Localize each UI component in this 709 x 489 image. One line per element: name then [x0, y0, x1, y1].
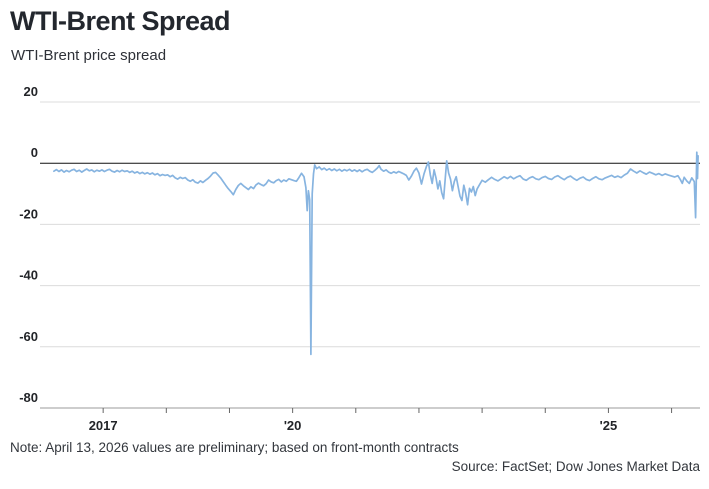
chart-note: Note: April 13, 2026 values are prelimin… [10, 440, 459, 455]
x-tick-label: '25 [600, 418, 618, 433]
y-tick-label: -40 [19, 268, 38, 283]
x-tick-label: 2017 [89, 418, 118, 433]
chart-source: Source: FactSet; Dow Jones Market Data [451, 459, 700, 474]
page-title: WTI-Brent Spread [10, 6, 231, 36]
y-tick-label: -20 [19, 206, 38, 221]
spread-line-series [53, 151, 699, 356]
y-tick-label: 20 [24, 84, 38, 99]
y-tick-label: 0 [31, 145, 38, 160]
y-tick-label: -80 [19, 390, 38, 405]
x-tick-label: '20 [284, 418, 302, 433]
y-tick-label: -60 [19, 329, 38, 344]
chart-subtitle: WTI-Brent price spread [11, 47, 167, 64]
